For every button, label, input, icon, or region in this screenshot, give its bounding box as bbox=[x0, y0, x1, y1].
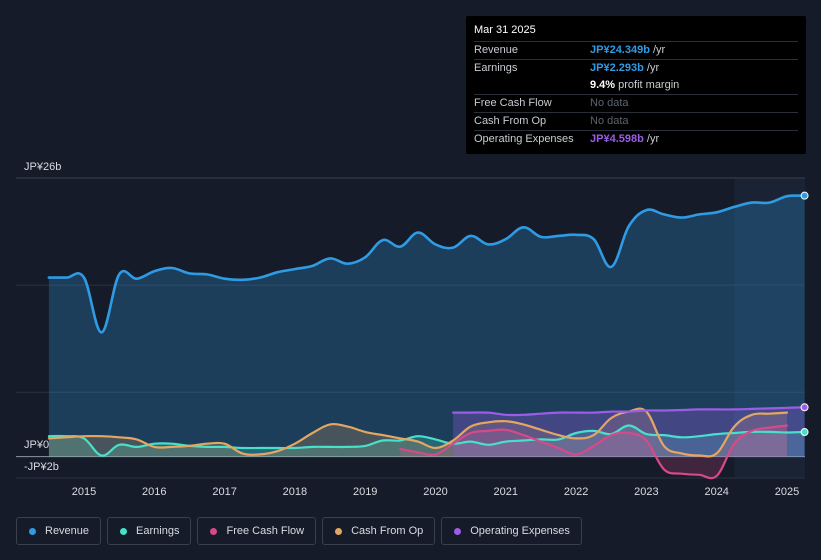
tooltip-row-earnings: Earnings JP¥2.293b /yr bbox=[474, 60, 798, 77]
tooltip-label: Operating Expenses bbox=[474, 133, 574, 145]
legend-item-cash-from-op[interactable]: Cash From Op bbox=[322, 517, 436, 545]
x-tick-label: 2015 bbox=[72, 486, 96, 498]
tooltip-row-cfo: Cash From Op No data bbox=[474, 113, 798, 131]
earnings-unit: /yr bbox=[646, 62, 660, 74]
y-tick-label: JP¥26b bbox=[24, 161, 61, 173]
legend-item-free-cash-flow[interactable]: Free Cash Flow bbox=[197, 517, 317, 545]
tooltip-value: JP¥2.293b /yr bbox=[590, 60, 659, 77]
y-axis: JP¥26b JP¥0 -JP¥2b bbox=[24, 161, 61, 473]
x-tick-label: 2019 bbox=[353, 486, 377, 498]
legend-label: Revenue bbox=[45, 525, 90, 537]
x-tick-label: 2022 bbox=[564, 486, 588, 498]
gridlines bbox=[16, 177, 805, 479]
fcf-value: No data bbox=[590, 97, 629, 109]
tooltip-label: Cash From Op bbox=[474, 115, 547, 127]
operating-expenses-line bbox=[452, 406, 806, 417]
tooltip-label: Free Cash Flow bbox=[474, 97, 552, 109]
revenue-area bbox=[48, 195, 805, 457]
y-tick-label: -JP¥2b bbox=[24, 461, 59, 473]
tooltip-row-opex: Operating Expenses JP¥4.598b /yr bbox=[474, 131, 798, 148]
legend-item-operating-expenses[interactable]: Operating Expenses bbox=[441, 517, 582, 545]
revenue-value: JP¥24.349b bbox=[590, 44, 650, 56]
series-lines bbox=[47, 194, 806, 480]
cfo-value: No data bbox=[590, 115, 629, 127]
operating-expenses-dot-icon bbox=[454, 527, 462, 535]
x-tick-label: 2020 bbox=[423, 486, 447, 498]
tooltip-value: JP¥24.349b /yr bbox=[590, 42, 665, 59]
operating-expenses-endpoint bbox=[800, 403, 809, 412]
margin-unit: profit margin bbox=[618, 79, 680, 91]
x-tick-label: 2024 bbox=[704, 486, 728, 498]
revenue-endpoint bbox=[800, 191, 809, 200]
cash-from-op-area bbox=[48, 408, 787, 457]
revenue-dot-icon bbox=[29, 527, 36, 535]
chart: JP¥26b JP¥0 -JP¥2b 2015 2016 2017 2018 2019 2… bbox=[16, 161, 809, 498]
legend-label: Earnings bbox=[136, 525, 180, 537]
x-tick-label: 2018 bbox=[283, 486, 307, 498]
earnings-value: JP¥2.293b bbox=[590, 62, 644, 74]
tooltip-label bbox=[474, 77, 590, 94]
opex-value: JP¥4.598b bbox=[590, 133, 644, 145]
cash-from-op-line bbox=[47, 407, 789, 458]
legend-label: Operating Expenses bbox=[470, 525, 570, 537]
tooltip-label: Earnings bbox=[474, 62, 518, 74]
x-tick-label: 2023 bbox=[634, 486, 658, 498]
tooltip-value: JP¥4.598b /yr bbox=[590, 131, 659, 148]
series-endpoints bbox=[800, 191, 809, 437]
x-tick-label: 2017 bbox=[212, 486, 236, 498]
legend-label: Cash From Op bbox=[351, 525, 424, 537]
margin-value: 9.4% bbox=[590, 79, 616, 91]
tooltip: Mar 31 2025 Revenue JP¥24.349b /yr Earni… bbox=[466, 16, 806, 154]
revenue-unit: /yr bbox=[653, 44, 666, 56]
x-tick-label: 2016 bbox=[142, 486, 166, 498]
tooltip-label: Revenue bbox=[474, 44, 519, 56]
legend-item-earnings[interactable]: Earnings bbox=[107, 517, 192, 545]
earnings-endpoint bbox=[800, 428, 809, 437]
legend-label: Free Cash Flow bbox=[226, 525, 305, 537]
revenue-line bbox=[47, 194, 806, 334]
tooltip-date: Mar 31 2025 bbox=[474, 24, 798, 42]
x-tick-label: 2025 bbox=[775, 486, 799, 498]
legend-item-revenue[interactable]: Revenue bbox=[16, 517, 102, 545]
tooltip-row-revenue: Revenue JP¥24.349b /yr bbox=[474, 42, 798, 60]
free-cash-flow-dot-icon bbox=[210, 527, 218, 535]
tooltip-row-margin: 9.4% profit margin bbox=[474, 77, 798, 95]
x-axis: 2015 2016 2017 2018 2019 2020 2021 2022 2023 2024… bbox=[72, 486, 799, 498]
cash-from-op-dot-icon bbox=[335, 527, 343, 535]
earnings-dot-icon bbox=[120, 527, 128, 535]
legend: Revenue Earnings Free Cash Flow Cash Fro… bbox=[16, 517, 582, 545]
tooltip-value: 9.4% profit margin bbox=[590, 77, 679, 94]
earnings-line bbox=[47, 424, 806, 457]
y-tick-label: JP¥0 bbox=[24, 439, 49, 451]
opex-unit: /yr bbox=[646, 133, 660, 145]
x-tick-label: 2021 bbox=[494, 486, 518, 498]
tooltip-row-fcf: Free Cash Flow No data bbox=[474, 95, 798, 113]
free-cash-flow-line bbox=[399, 424, 789, 480]
free-cash-flow-area bbox=[400, 425, 787, 479]
